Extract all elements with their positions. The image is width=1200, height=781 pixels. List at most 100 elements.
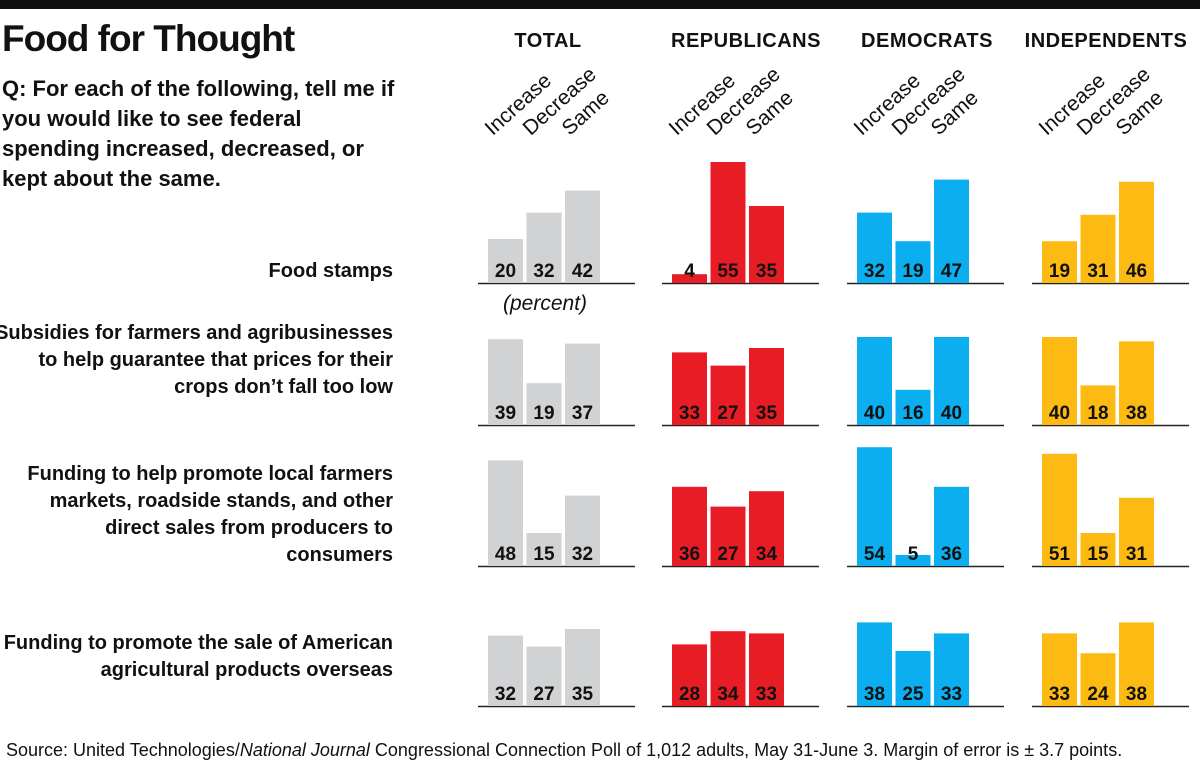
- value-label-row4-democrats-same: 33: [941, 684, 962, 705]
- bar-row4-independents-increase: [1042, 633, 1077, 706]
- bar-row1-democrats-increase: [857, 212, 892, 283]
- bar-row2-independents-same: [1119, 341, 1154, 425]
- bar-row2-republicans-increase: [672, 352, 707, 425]
- bar-row1-republicans-increase: [672, 274, 707, 283]
- bar-row1-democrats-decrease: [895, 241, 931, 283]
- value-label-row3-independents-increase: 51: [1049, 544, 1071, 565]
- bar-row2-democrats-decrease: [895, 389, 931, 425]
- bar-row3-total-same: [565, 495, 600, 566]
- value-label-row1-democrats-same: 47: [941, 261, 962, 282]
- bar-row4-democrats-decrease: [895, 651, 931, 706]
- bar-row3-independents-increase: [1042, 453, 1077, 566]
- value-label-row4-republicans-decrease: 34: [717, 684, 739, 705]
- row-label-farm-subsidies: Subsidies for farmers and agribusinesses…: [0, 322, 393, 398]
- value-label-row2-republicans-decrease: 27: [717, 403, 738, 424]
- bar-row2-republicans-same: [749, 348, 784, 425]
- value-label-row4-independents-increase: 33: [1049, 684, 1070, 705]
- value-label-row2-independents-increase: 40: [1049, 403, 1070, 424]
- bar-row3-republicans-decrease: [710, 506, 746, 566]
- value-label-row3-total-increase: 48: [495, 544, 516, 565]
- source-suffix: Congressional Connection Poll of 1,012 a…: [369, 740, 1123, 760]
- bar-row2-democrats-increase: [857, 337, 892, 425]
- value-label-row3-republicans-same: 34: [756, 544, 778, 565]
- bar-row3-total-increase: [488, 460, 523, 566]
- bar-row3-democrats-same: [934, 486, 969, 566]
- value-label-row1-democrats-decrease: 19: [902, 261, 923, 282]
- bar-row1-republicans-same: [749, 206, 784, 283]
- bar-row4-independents-decrease: [1080, 653, 1116, 706]
- value-label-row4-democrats-increase: 38: [864, 684, 885, 705]
- bar-row2-total-increase: [488, 339, 523, 425]
- bar-row1-democrats-same: [934, 179, 969, 283]
- bar-row4-republicans-increase: [672, 644, 707, 706]
- value-label-row3-independents-same: 31: [1126, 544, 1148, 565]
- value-label-row4-republicans-same: 33: [756, 684, 777, 705]
- bar-row3-republicans-same: [749, 491, 784, 566]
- value-label-row2-republicans-increase: 33: [679, 403, 700, 424]
- bar-row1-independents-increase: [1042, 241, 1077, 283]
- bar-row4-republicans-same: [749, 633, 784, 706]
- bar-row3-democrats-decrease: [895, 555, 931, 566]
- bar-row3-independents-decrease: [1080, 533, 1116, 566]
- bar-row1-independents-decrease: [1080, 214, 1116, 283]
- bar-row1-total-same: [565, 190, 600, 283]
- value-label-row4-independents-same: 38: [1126, 684, 1147, 705]
- source-publication: National Journal: [239, 740, 370, 760]
- source-prefix: Source: United Technologies/: [6, 740, 240, 760]
- group-header-total: TOTAL: [514, 30, 582, 52]
- value-label-row2-independents-decrease: 18: [1087, 403, 1108, 424]
- bar-row4-total-same: [565, 629, 600, 706]
- survey-question: Q: For each of the following, tell me if…: [2, 76, 395, 191]
- value-label-row2-democrats-same: 40: [941, 403, 962, 424]
- value-label-row1-republicans-decrease: 55: [717, 261, 739, 282]
- value-label-row1-republicans-increase: 4: [684, 261, 695, 282]
- value-label-row1-independents-increase: 19: [1049, 261, 1070, 282]
- value-label-row3-democrats-decrease: 5: [908, 544, 919, 565]
- value-label-row1-republicans-same: 35: [756, 261, 778, 282]
- value-label-row3-republicans-increase: 36: [679, 544, 700, 565]
- value-label-row2-total-increase: 39: [495, 403, 516, 424]
- bar-row4-independents-same: [1119, 622, 1154, 706]
- group-header-republicans: REPUBLICANS: [671, 30, 821, 52]
- value-label-row2-democrats-decrease: 16: [902, 403, 923, 424]
- value-label-row2-total-same: 37: [572, 403, 593, 424]
- value-label-row3-independents-decrease: 15: [1087, 544, 1109, 565]
- value-label-row1-total-increase: 20: [495, 261, 516, 282]
- bar-row1-total-increase: [488, 239, 523, 283]
- value-label-row1-total-decrease: 32: [533, 261, 554, 282]
- value-label-row4-total-same: 35: [572, 684, 594, 705]
- value-label-row1-total-same: 42: [572, 261, 593, 282]
- unit-note: (percent): [502, 292, 588, 315]
- value-label-row2-independents-same: 38: [1126, 403, 1147, 424]
- value-label-row2-republicans-same: 35: [756, 403, 778, 424]
- bar-row4-republicans-decrease: [710, 631, 746, 706]
- row-label-farmers-markets: Funding to help promote local farmers ma…: [27, 463, 393, 566]
- value-label-row4-total-decrease: 27: [533, 684, 554, 705]
- bar-row4-total-decrease: [526, 646, 562, 706]
- group-header-independents: INDEPENDENTS: [1024, 30, 1188, 52]
- bar-row2-republicans-decrease: [710, 365, 746, 425]
- value-label-row4-republicans-increase: 28: [679, 684, 700, 705]
- value-label-row3-democrats-same: 36: [941, 544, 962, 565]
- bar-row3-democrats-increase: [857, 447, 892, 566]
- value-label-row3-total-same: 32: [572, 544, 593, 565]
- value-label-row4-democrats-decrease: 25: [902, 684, 924, 705]
- bar-row1-republicans-decrease: [710, 162, 746, 283]
- bar-row1-total-decrease: [526, 212, 562, 283]
- bar-row4-democrats-same: [934, 633, 969, 706]
- value-label-row2-total-decrease: 19: [533, 403, 554, 424]
- row-label-food-stamps: Food stamps: [268, 260, 393, 282]
- value-label-row1-independents-same: 46: [1126, 261, 1147, 282]
- bar-row3-independents-same: [1119, 497, 1154, 566]
- bar-row2-independents-increase: [1042, 337, 1077, 425]
- bar-row1-independents-same: [1119, 181, 1154, 283]
- bar-row3-republicans-increase: [672, 486, 707, 566]
- row-label-export-promotion: Funding to promote the sale of American …: [3, 632, 393, 681]
- value-label-row1-independents-decrease: 31: [1087, 261, 1109, 282]
- bar-row2-independents-decrease: [1080, 385, 1116, 425]
- value-label-row2-democrats-increase: 40: [864, 403, 885, 424]
- bar-row2-democrats-same: [934, 337, 969, 425]
- value-label-row3-republicans-decrease: 27: [717, 544, 738, 565]
